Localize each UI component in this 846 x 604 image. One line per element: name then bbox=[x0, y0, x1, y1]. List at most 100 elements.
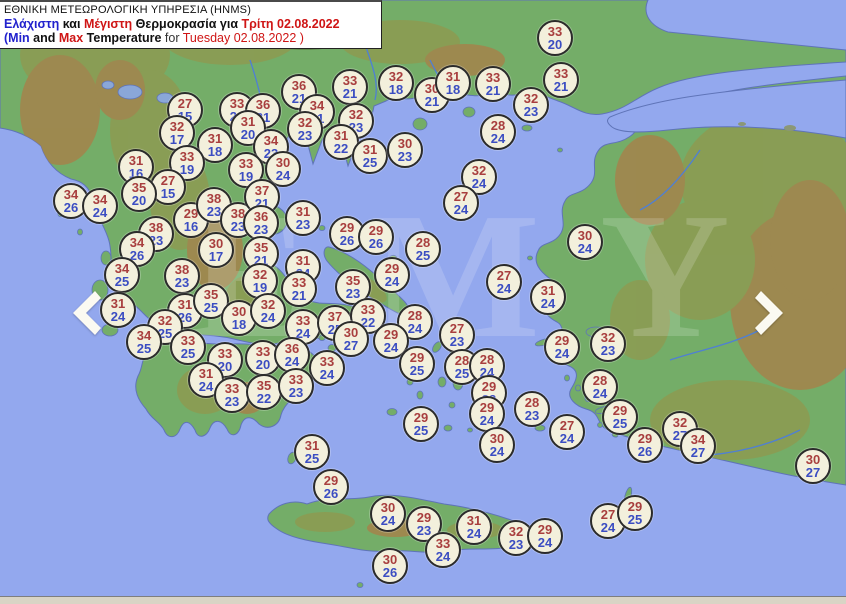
min-temp: 23 bbox=[524, 408, 540, 423]
min-temp: 23 bbox=[508, 537, 524, 552]
temp-badge: 34 27 bbox=[680, 428, 716, 464]
min-temp: 24 bbox=[407, 321, 423, 336]
max-temp: 30 bbox=[382, 551, 398, 567]
max-temp: 27 bbox=[177, 95, 193, 111]
min-temp: 23 bbox=[600, 343, 616, 358]
min-temp: 21 bbox=[342, 86, 358, 101]
min-temp: 23 bbox=[253, 222, 269, 237]
max-temp: 34 bbox=[92, 191, 108, 207]
max-temp: 33 bbox=[360, 301, 376, 317]
max-temp: 31 bbox=[304, 437, 320, 453]
min-temp: 23 bbox=[206, 204, 222, 219]
max-temp: 29 bbox=[627, 498, 643, 514]
min-temp: 26 bbox=[339, 233, 355, 248]
min-temp: 20 bbox=[255, 357, 271, 372]
temp-badge: 28 23 bbox=[514, 391, 550, 427]
header-box: ΕΘΝΙΚΗ ΜΕΤΕΩΡΟΛΟΓΙΚΗ ΥΠΗΡΕΣΙΑ (HNMS) Ελά… bbox=[0, 0, 382, 49]
min-temp: 24 bbox=[554, 346, 570, 361]
min-temp: 23 bbox=[288, 385, 304, 400]
temp-badge: 29 24 bbox=[544, 329, 580, 365]
temp-badge: 38 23 bbox=[164, 258, 200, 294]
chevron-left-icon bbox=[73, 291, 101, 335]
max-temp: 38 bbox=[174, 261, 190, 277]
temp-badge: 31 18 bbox=[197, 127, 233, 163]
temp-badge: 27 23 bbox=[439, 317, 475, 353]
max-temp: 28 bbox=[524, 394, 540, 410]
min-temp: 24 bbox=[600, 520, 616, 535]
max-temp: 32 bbox=[471, 162, 487, 178]
max-temp: 33 bbox=[485, 69, 501, 85]
title-english: (Min and Max Temperature for Tuesday 02.… bbox=[4, 31, 376, 45]
max-temp: 36 bbox=[284, 340, 300, 356]
max-temp: 31 bbox=[295, 252, 311, 268]
min-temp: 21 bbox=[485, 83, 501, 98]
temp-badge: 35 25 bbox=[193, 283, 229, 319]
temp-badge: 33 24 bbox=[425, 532, 461, 568]
temp-badge: 31 25 bbox=[352, 138, 388, 174]
min-label-en: (Min bbox=[4, 31, 30, 45]
max-temp: 33 bbox=[295, 312, 311, 328]
temp-badge: 29 25 bbox=[403, 406, 439, 442]
max-temp: 27 bbox=[600, 506, 616, 522]
min-temp: 26 bbox=[129, 248, 145, 263]
max-temp: 33 bbox=[217, 345, 233, 361]
max-temp: 30 bbox=[275, 154, 291, 170]
max-temp: 29 bbox=[183, 205, 199, 221]
max-temp: 31 bbox=[362, 141, 378, 157]
min-label-gr: Ελάχιστη bbox=[4, 17, 60, 31]
temp-badge: 33 23 bbox=[214, 377, 250, 413]
min-temp: 24 bbox=[537, 535, 553, 550]
next-arrow-button[interactable] bbox=[754, 290, 788, 336]
min-temp: 24 bbox=[490, 131, 506, 146]
min-temp: 24 bbox=[592, 386, 608, 401]
min-temp: 20 bbox=[131, 193, 147, 208]
min-temp: 23 bbox=[174, 275, 190, 290]
max-temp: 32 bbox=[600, 329, 616, 345]
min-temp: 24 bbox=[466, 526, 482, 541]
max-temp: 33 bbox=[319, 353, 335, 369]
min-temp: 24 bbox=[92, 205, 108, 220]
temp-badge: 29 26 bbox=[627, 427, 663, 463]
max-temp: 31 bbox=[466, 512, 482, 528]
max-temp: 31 bbox=[198, 365, 214, 381]
temp-badge: 30 24 bbox=[479, 427, 515, 463]
max-temp: 28 bbox=[490, 117, 506, 133]
max-temp: 29 bbox=[637, 430, 653, 446]
date-gr: Τρίτη 02.08.2022 bbox=[241, 17, 340, 31]
min-temp: 23 bbox=[230, 219, 246, 234]
date-en: Tuesday 02.08.2022 ) bbox=[182, 31, 304, 45]
min-temp: 24 bbox=[260, 310, 276, 325]
marmara-island bbox=[784, 125, 796, 131]
min-temp: 24 bbox=[319, 367, 335, 382]
max-temp: 31 bbox=[295, 203, 311, 219]
max-temp: 35 bbox=[256, 377, 272, 393]
max-temp: 27 bbox=[496, 267, 512, 283]
max-temp: 31 bbox=[128, 152, 144, 168]
temp-badge: 34 24 bbox=[82, 188, 118, 224]
title-agency: ΕΘΝΙΚΗ ΜΕΤΕΩΡΟΛΟΓΙΚΗ ΥΠΗΡΕΣΙΑ (HNMS) bbox=[4, 4, 252, 16]
min-temp: 25 bbox=[413, 423, 429, 438]
min-temp: 22 bbox=[360, 315, 376, 330]
max-temp: 29 bbox=[409, 349, 425, 365]
max-temp: 31 bbox=[110, 295, 126, 311]
prev-arrow-button[interactable] bbox=[68, 290, 102, 336]
max-temp: 31 bbox=[240, 113, 256, 129]
max-temp: 30 bbox=[231, 303, 247, 319]
min-temp: 23 bbox=[449, 334, 465, 349]
min-temp: 22 bbox=[333, 141, 349, 156]
min-temp: 25 bbox=[415, 248, 431, 263]
max-temp: 30 bbox=[489, 430, 505, 446]
max-temp: 35 bbox=[131, 179, 147, 195]
temp-badge: 28 25 bbox=[405, 231, 441, 267]
min-temp: 26 bbox=[382, 565, 398, 580]
min-temp: 26 bbox=[63, 200, 79, 215]
min-temp: 24 bbox=[110, 309, 126, 324]
temp-badge: 35 22 bbox=[246, 374, 282, 410]
temp-badge: 27 24 bbox=[443, 185, 479, 221]
temp-badge: 30 27 bbox=[795, 448, 831, 484]
